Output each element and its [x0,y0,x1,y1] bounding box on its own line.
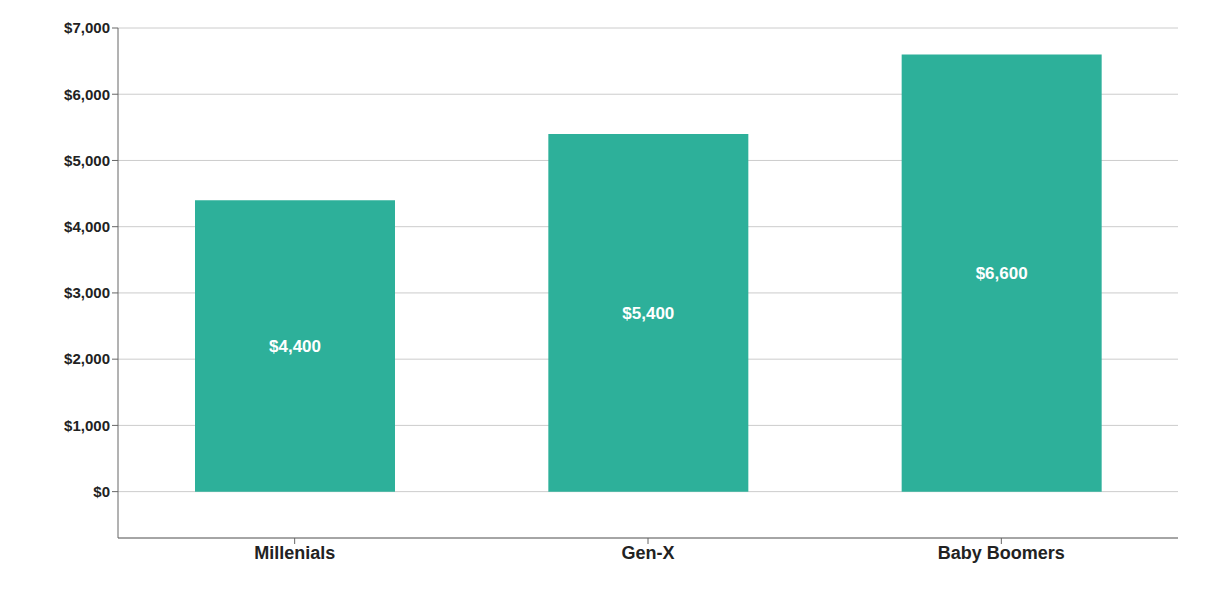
svg-text:$0: $0 [93,483,110,500]
svg-text:$6,000: $6,000 [64,86,110,103]
svg-text:Gen-X: Gen-X [621,543,674,563]
svg-text:$7,000: $7,000 [64,19,110,36]
svg-text:$4,400: $4,400 [269,337,321,356]
svg-text:Baby Boomers: Baby Boomers [938,543,1065,563]
svg-text:$4,000: $4,000 [64,218,110,235]
svg-text:$5,000: $5,000 [64,152,110,169]
svg-text:$3,000: $3,000 [64,284,110,301]
svg-text:$5,400: $5,400 [622,304,674,323]
svg-text:$6,600: $6,600 [976,264,1028,283]
svg-text:$1,000: $1,000 [64,417,110,434]
svg-text:Millenials: Millenials [254,543,335,563]
svg-text:$2,000: $2,000 [64,350,110,367]
